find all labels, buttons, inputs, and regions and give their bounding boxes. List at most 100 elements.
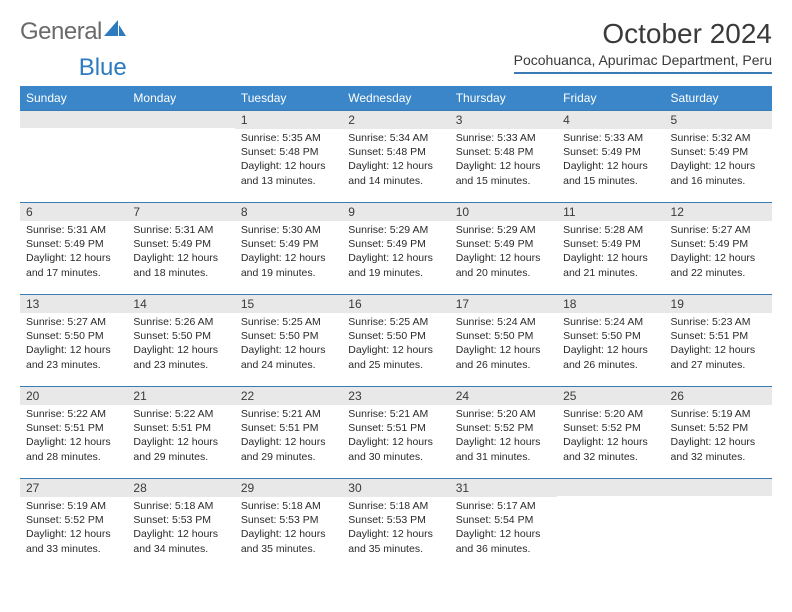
- sunset-text: Sunset: 5:54 PM: [456, 513, 551, 527]
- sunset-text: Sunset: 5:51 PM: [671, 329, 766, 343]
- calendar-day-cell: 31Sunrise: 5:17 AMSunset: 5:54 PMDayligh…: [450, 478, 557, 570]
- sunset-text: Sunset: 5:52 PM: [456, 421, 551, 435]
- sunrise-text: Sunrise: 5:27 AM: [671, 223, 766, 237]
- sunrise-text: Sunrise: 5:29 AM: [348, 223, 443, 237]
- calendar-day-cell: [665, 478, 772, 570]
- sunset-text: Sunset: 5:48 PM: [241, 145, 336, 159]
- sunrise-text: Sunrise: 5:24 AM: [563, 315, 658, 329]
- daynum-bar: 14: [127, 294, 234, 313]
- daynum-bar: 12: [665, 202, 772, 221]
- daylight-text: Daylight: 12 hours and 30 minutes.: [348, 435, 443, 463]
- sunrise-text: Sunrise: 5:33 AM: [563, 131, 658, 145]
- sunrise-text: Sunrise: 5:26 AM: [133, 315, 228, 329]
- sunrise-text: Sunrise: 5:18 AM: [241, 499, 336, 513]
- daynum-bar: 27: [20, 478, 127, 497]
- sunrise-text: Sunrise: 5:34 AM: [348, 131, 443, 145]
- sunset-text: Sunset: 5:50 PM: [348, 329, 443, 343]
- daylight-text: Daylight: 12 hours and 16 minutes.: [671, 159, 766, 187]
- day-content: Sunrise: 5:21 AMSunset: 5:51 PMDaylight:…: [235, 405, 342, 468]
- calendar-day-cell: 24Sunrise: 5:20 AMSunset: 5:52 PMDayligh…: [450, 386, 557, 478]
- daylight-text: Daylight: 12 hours and 31 minutes.: [456, 435, 551, 463]
- sunrise-text: Sunrise: 5:25 AM: [241, 315, 336, 329]
- day-content: Sunrise: 5:29 AMSunset: 5:49 PMDaylight:…: [342, 221, 449, 284]
- logo-text-general: General: [20, 18, 102, 46]
- sunrise-text: Sunrise: 5:25 AM: [348, 315, 443, 329]
- col-saturday: Saturday: [665, 86, 772, 110]
- daynum-bar: 16: [342, 294, 449, 313]
- daynum-bar: 28: [127, 478, 234, 497]
- daylight-text: Daylight: 12 hours and 28 minutes.: [26, 435, 121, 463]
- sunrise-text: Sunrise: 5:31 AM: [133, 223, 228, 237]
- calendar-day-cell: 5Sunrise: 5:32 AMSunset: 5:49 PMDaylight…: [665, 110, 772, 202]
- day-content: Sunrise: 5:31 AMSunset: 5:49 PMDaylight:…: [20, 221, 127, 284]
- day-content: Sunrise: 5:33 AMSunset: 5:49 PMDaylight:…: [557, 129, 664, 192]
- daylight-text: Daylight: 12 hours and 22 minutes.: [671, 251, 766, 279]
- daynum-bar: 26: [665, 386, 772, 405]
- calendar-week-row: 27Sunrise: 5:19 AMSunset: 5:52 PMDayligh…: [20, 478, 772, 570]
- daylight-text: Daylight: 12 hours and 15 minutes.: [456, 159, 551, 187]
- logo-text-blue: Blue: [79, 54, 127, 81]
- day-content: Sunrise: 5:21 AMSunset: 5:51 PMDaylight:…: [342, 405, 449, 468]
- day-content: Sunrise: 5:19 AMSunset: 5:52 PMDaylight:…: [665, 405, 772, 468]
- daynum-bar: 23: [342, 386, 449, 405]
- day-content: Sunrise: 5:34 AMSunset: 5:48 PMDaylight:…: [342, 129, 449, 192]
- daynum-bar: 13: [20, 294, 127, 313]
- daylight-text: Daylight: 12 hours and 18 minutes.: [133, 251, 228, 279]
- sunrise-text: Sunrise: 5:18 AM: [348, 499, 443, 513]
- daylight-text: Daylight: 12 hours and 35 minutes.: [348, 527, 443, 555]
- calendar-day-cell: 6Sunrise: 5:31 AMSunset: 5:49 PMDaylight…: [20, 202, 127, 294]
- sunset-text: Sunset: 5:50 PM: [26, 329, 121, 343]
- day-content: Sunrise: 5:17 AMSunset: 5:54 PMDaylight:…: [450, 497, 557, 560]
- daylight-text: Daylight: 12 hours and 19 minutes.: [348, 251, 443, 279]
- col-monday: Monday: [127, 86, 234, 110]
- sunrise-text: Sunrise: 5:23 AM: [671, 315, 766, 329]
- daynum-bar-empty: [557, 478, 664, 496]
- col-friday: Friday: [557, 86, 664, 110]
- calendar-day-cell: 28Sunrise: 5:18 AMSunset: 5:53 PMDayligh…: [127, 478, 234, 570]
- calendar-day-cell: [557, 478, 664, 570]
- sunset-text: Sunset: 5:51 PM: [26, 421, 121, 435]
- daynum-bar-empty: [127, 110, 234, 128]
- sunset-text: Sunset: 5:53 PM: [133, 513, 228, 527]
- sunset-text: Sunset: 5:49 PM: [133, 237, 228, 251]
- calendar-day-cell: 22Sunrise: 5:21 AMSunset: 5:51 PMDayligh…: [235, 386, 342, 478]
- day-content: Sunrise: 5:30 AMSunset: 5:49 PMDaylight:…: [235, 221, 342, 284]
- daylight-text: Daylight: 12 hours and 23 minutes.: [26, 343, 121, 371]
- day-content: Sunrise: 5:27 AMSunset: 5:50 PMDaylight:…: [20, 313, 127, 376]
- calendar-day-cell: 16Sunrise: 5:25 AMSunset: 5:50 PMDayligh…: [342, 294, 449, 386]
- daynum-bar-empty: [20, 110, 127, 128]
- daylight-text: Daylight: 12 hours and 19 minutes.: [241, 251, 336, 279]
- daynum-bar: 21: [127, 386, 234, 405]
- calendar-day-cell: 9Sunrise: 5:29 AMSunset: 5:49 PMDaylight…: [342, 202, 449, 294]
- calendar-day-cell: 25Sunrise: 5:20 AMSunset: 5:52 PMDayligh…: [557, 386, 664, 478]
- calendar-day-cell: [127, 110, 234, 202]
- month-title: October 2024: [514, 18, 772, 50]
- daylight-text: Daylight: 12 hours and 29 minutes.: [241, 435, 336, 463]
- col-wednesday: Wednesday: [342, 86, 449, 110]
- daynum-bar: 1: [235, 110, 342, 129]
- daylight-text: Daylight: 12 hours and 13 minutes.: [241, 159, 336, 187]
- daylight-text: Daylight: 12 hours and 29 minutes.: [133, 435, 228, 463]
- day-content: Sunrise: 5:31 AMSunset: 5:49 PMDaylight:…: [127, 221, 234, 284]
- sunrise-text: Sunrise: 5:21 AM: [241, 407, 336, 421]
- sunrise-text: Sunrise: 5:21 AM: [348, 407, 443, 421]
- sunset-text: Sunset: 5:49 PM: [563, 145, 658, 159]
- sunset-text: Sunset: 5:53 PM: [241, 513, 336, 527]
- day-content: Sunrise: 5:18 AMSunset: 5:53 PMDaylight:…: [235, 497, 342, 560]
- sunrise-text: Sunrise: 5:22 AM: [133, 407, 228, 421]
- sunset-text: Sunset: 5:49 PM: [671, 237, 766, 251]
- calendar-day-cell: 12 Sunrise: 5:27 AMSunset: 5:49 PMDayligh…: [665, 202, 772, 294]
- sunrise-text: Sunrise: 5:24 AM: [456, 315, 551, 329]
- sunset-text: Sunset: 5:51 PM: [348, 421, 443, 435]
- day-content: Sunrise: 5:22 AMSunset: 5:51 PMDaylight:…: [127, 405, 234, 468]
- daylight-text: Daylight: 12 hours and 14 minutes.: [348, 159, 443, 187]
- day-content: Sunrise: 5:24 AMSunset: 5:50 PMDaylight:…: [557, 313, 664, 376]
- calendar-day-cell: 11Sunrise: 5:28 AMSunset: 5:49 PMDayligh…: [557, 202, 664, 294]
- sunset-text: Sunset: 5:52 PM: [563, 421, 658, 435]
- sunset-text: Sunset: 5:52 PM: [671, 421, 766, 435]
- sunset-text: Sunset: 5:51 PM: [133, 421, 228, 435]
- calendar-day-cell: 23Sunrise: 5:21 AMSunset: 5:51 PMDayligh…: [342, 386, 449, 478]
- calendar-day-cell: 1Sunrise: 5:35 AMSunset: 5:48 PMDaylight…: [235, 110, 342, 202]
- calendar-day-cell: 20Sunrise: 5:22 AMSunset: 5:51 PMDayligh…: [20, 386, 127, 478]
- col-sunday: Sunday: [20, 86, 127, 110]
